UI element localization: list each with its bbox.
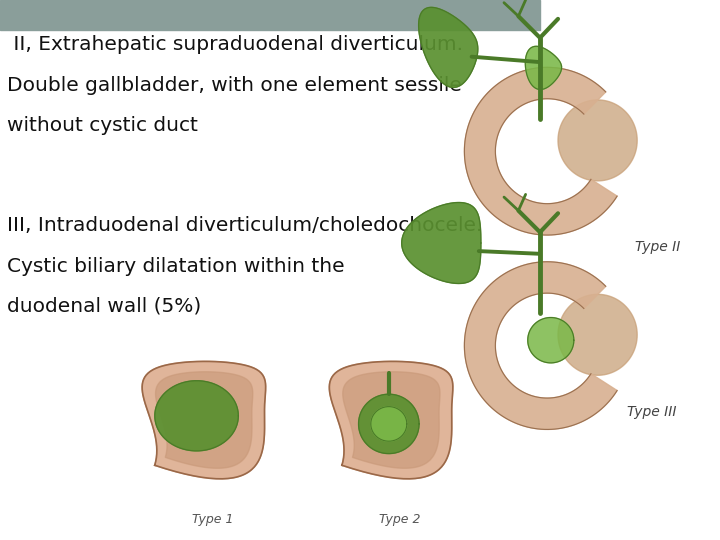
Text: Type 1: Type 1 [192, 513, 233, 526]
Polygon shape [359, 394, 419, 454]
Polygon shape [558, 100, 637, 181]
Polygon shape [371, 407, 407, 441]
Polygon shape [156, 372, 253, 468]
Polygon shape [526, 46, 562, 90]
Polygon shape [418, 8, 478, 87]
Polygon shape [464, 68, 617, 235]
Text: without cystic duct: without cystic duct [7, 116, 198, 135]
Polygon shape [142, 361, 266, 479]
Text: II, Extrahepatic supraduodenal diverticulum.: II, Extrahepatic supraduodenal diverticu… [7, 35, 463, 54]
Polygon shape [528, 318, 574, 363]
Polygon shape [343, 372, 440, 468]
Polygon shape [558, 294, 637, 375]
Text: III, Intraduodenal diverticulum/choledochocele.: III, Intraduodenal diverticulum/choledoc… [7, 216, 482, 235]
Polygon shape [155, 381, 238, 451]
Polygon shape [402, 202, 481, 284]
Text: Type 2: Type 2 [379, 513, 420, 526]
Text: Cystic biliary dilatation within the: Cystic biliary dilatation within the [7, 256, 345, 275]
Polygon shape [329, 361, 453, 479]
Text: Type III: Type III [627, 405, 677, 419]
Text: Type II: Type II [635, 240, 680, 254]
Bar [0, 0, 540, 30]
Polygon shape [464, 262, 617, 429]
Text: Double gallbladder, with one element sessile: Double gallbladder, with one element ses… [7, 76, 462, 94]
Text: duodenal wall (5%): duodenal wall (5%) [7, 297, 202, 316]
